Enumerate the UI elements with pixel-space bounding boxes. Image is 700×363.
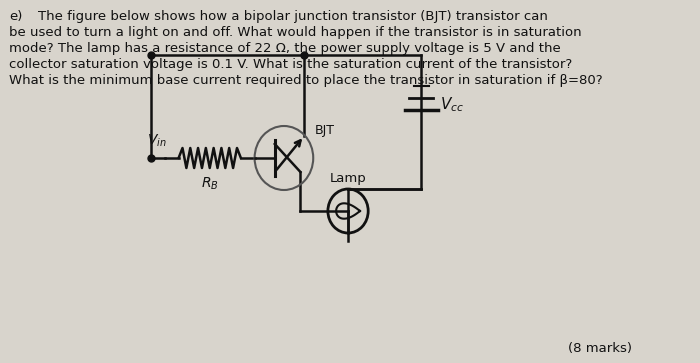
Text: The figure below shows how a bipolar junction transistor (BJT) transistor can: The figure below shows how a bipolar jun… (38, 10, 548, 23)
Text: $R_B$: $R_B$ (201, 176, 218, 192)
Text: collector saturation voltage is 0.1 V. What is the saturation current of the tra: collector saturation voltage is 0.1 V. W… (9, 58, 573, 71)
Text: mode? The lamp has a resistance of 22 Ω, the power supply voltage is 5 V and the: mode? The lamp has a resistance of 22 Ω,… (9, 42, 561, 55)
Text: Lamp: Lamp (330, 172, 366, 185)
Text: be used to turn a light on and off. What would happen if the transistor is in sa: be used to turn a light on and off. What… (9, 26, 582, 39)
Text: What is the minimum base current required to place the transistor in saturation : What is the minimum base current require… (9, 74, 603, 87)
Text: (8 marks): (8 marks) (568, 342, 632, 355)
Text: e): e) (9, 10, 22, 23)
Text: $V_{in}$: $V_{in}$ (146, 133, 166, 150)
Text: $V_{cc}$: $V_{cc}$ (440, 95, 463, 114)
Text: BJT: BJT (315, 124, 335, 137)
